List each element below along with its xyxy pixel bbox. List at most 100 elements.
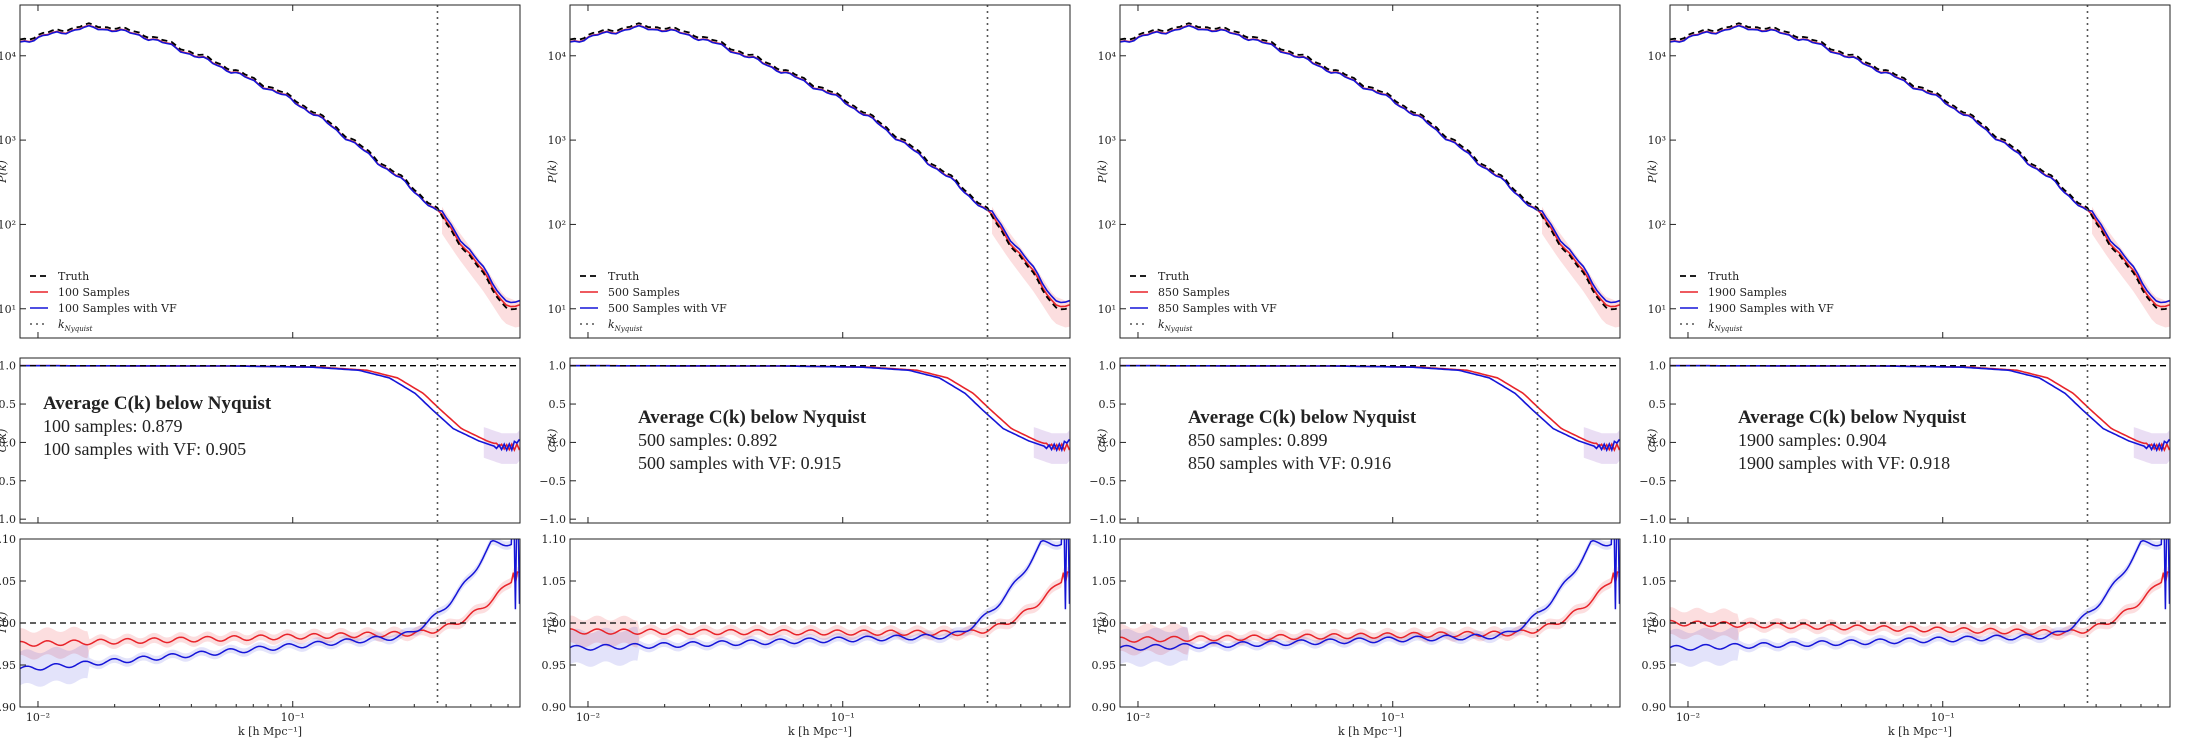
transfer-ytick-label: 1.00 (1642, 617, 1667, 630)
transfer-xtick-label: 10⁻¹ (281, 711, 305, 724)
samples-line (1120, 570, 1620, 643)
x-axis-label: k [h Mpc⁻¹] (1338, 725, 1402, 738)
truth-line (1670, 22, 2170, 311)
correlation-frame (1119, 357, 1621, 524)
transfer-ytick-label: 1.05 (0, 575, 16, 588)
power-ytick-label: 10¹ (548, 303, 566, 316)
correlation-panel: 1.0 0.5 0.0 −0.5 −1.0 C(k) Average C(k) below … (1089, 357, 1621, 526)
transfer-ytick-label: 1.05 (542, 575, 567, 588)
samples-spread-band (1120, 566, 1620, 656)
power-panel: 10¹ 10² 10³ 10⁴ P(k) Truth 1900 Samples 1900 Sa… (1646, 4, 2171, 339)
power-frame (569, 4, 1071, 339)
transfer-curves (1670, 539, 2170, 667)
annotation-line-samples: 500 samples: 0.892 (638, 430, 778, 450)
legend-subscript: Nyquist (1714, 325, 1743, 333)
legend-label: Truth (1708, 270, 1739, 283)
power-ytick-label: 10¹ (1648, 303, 1666, 316)
transfer-ytick-label: 1.10 (1092, 533, 1117, 546)
power-panel: 10¹ 10² 10³ 10⁴ P(k) Truth 100 Samples 100 Samp… (0, 4, 521, 339)
power-ytick-label: 10⁴ (548, 50, 567, 63)
legend-label: Truth (608, 270, 639, 283)
transfer-ytick-label: 1.00 (0, 617, 16, 630)
transfer-ytick-label: 1.10 (542, 533, 567, 546)
transfer-ylabel: T(k) (1646, 612, 1659, 635)
transfer-ytick-label: 0.95 (0, 659, 16, 672)
transfer-ytick-label: 1.10 (1642, 533, 1667, 546)
correlation-ytick-label: 1.0 (549, 360, 567, 373)
correlation-ytick-label: 0.0 (549, 436, 567, 449)
power-ytick-label: 10⁴ (1098, 50, 1117, 63)
legend-label: kNyquist (608, 318, 643, 333)
correlation-ylabel: C(k) (546, 429, 559, 453)
correlation-ytick-label: 1.0 (1649, 360, 1667, 373)
annotation-line-samples: 1900 samples: 0.904 (1738, 430, 1887, 450)
power-ytick-label: 10³ (1098, 134, 1116, 147)
power-ytick-label: 10³ (0, 134, 16, 147)
annotation-title: Average C(k) below Nyquist (1188, 407, 1417, 428)
transfer-ytick-label: 1.05 (1092, 575, 1117, 588)
legend-label: 500 Samples with VF (608, 302, 727, 315)
legend-subscript: Nyquist (64, 325, 93, 333)
samples-line (1120, 24, 1620, 308)
power-ytick-label: 10² (0, 218, 16, 231)
correlation-frame (1669, 357, 2171, 524)
transfer-xtick-label: 10⁻² (576, 711, 600, 724)
transfer-panel: 1.10 1.05 1.00 0.95 0.90 10⁻² 10⁻¹ T(k) k [h Mpc… (542, 533, 1071, 738)
correlation-panel: 1.0 0.5 0.0 −0.5 −1.0 C(k) Average C(k) below … (0, 357, 521, 526)
power-ylabel: P(k) (1096, 160, 1109, 184)
samples-line (20, 570, 520, 647)
power-panel: 10¹ 10² 10³ 10⁴ P(k) Truth 500 Samples 500 Samp… (546, 4, 1071, 339)
transfer-ylabel: T(k) (546, 612, 559, 635)
power-ytick-label: 10³ (548, 134, 566, 147)
correlation-ytick-label: 0.5 (0, 398, 16, 411)
transfer-ytick-label: 1.05 (1642, 575, 1667, 588)
legend-label: 1900 Samples (1708, 286, 1787, 299)
transfer-panel: 1.10 1.05 1.00 0.95 0.90 10⁻² 10⁻¹ T(k) k [h Mpc… (1642, 533, 2171, 738)
correlation-ylabel: C(k) (0, 429, 9, 453)
legend-subscript: Nyquist (614, 325, 643, 333)
correlation-ytick-label: 0.0 (1649, 436, 1667, 449)
annotation-title: Average C(k) below Nyquist (1738, 407, 1967, 428)
annotation-title: Average C(k) below Nyquist (638, 407, 867, 428)
transfer-ylabel: T(k) (1096, 612, 1109, 635)
correlation-ytick-label: 0.5 (1099, 398, 1117, 411)
annotation-line-samples: 100 samples: 0.879 (43, 416, 183, 436)
power-ytick-label: 10⁴ (1648, 50, 1667, 63)
legend-label: Truth (1158, 270, 1189, 283)
power-curves (1670, 22, 2170, 328)
transfer-ytick-label: 0.90 (1642, 701, 1667, 714)
transfer-ytick-label: 0.95 (1092, 659, 1117, 672)
transfer-xtick-label: 10⁻¹ (831, 711, 855, 724)
power-frame (19, 4, 521, 339)
legend-subscript: Nyquist (1164, 325, 1193, 333)
power-ytick-label: 10² (1098, 218, 1116, 231)
correlation-frame (569, 357, 1071, 524)
legend-label: 850 Samples with VF (1158, 302, 1277, 315)
power-curves (570, 22, 1070, 328)
legend-label: kNyquist (58, 318, 93, 333)
samples-vf-spread-band (20, 539, 520, 687)
transfer-curves (570, 539, 1070, 667)
transfer-curves (20, 539, 520, 687)
correlation-ytick-label: 0.0 (1099, 436, 1117, 449)
legend-label: kNyquist (1158, 318, 1193, 333)
annotation-line-samples-vf: 100 samples with VF: 0.905 (43, 439, 246, 459)
chart-column-2: 10¹ 10² 10³ 10⁴ P(k) Truth 500 Samples 500 Samp… (539, 4, 1071, 738)
samples-vf-line (20, 24, 520, 304)
transfer-panel: 1.10 1.05 1.00 0.95 0.90 10⁻² 10⁻¹ T(k) k [h Mpc… (1092, 533, 1621, 738)
legend-label: 850 Samples (1158, 286, 1230, 299)
samples-vf-line (1120, 24, 1620, 304)
transfer-xtick-label: 10⁻² (1126, 711, 1150, 724)
samples-spread-band (1670, 566, 2170, 641)
correlation-ylabel: C(k) (1096, 429, 1109, 453)
transfer-xtick-label: 10⁻¹ (1931, 711, 1955, 724)
annotation-title: Average C(k) below Nyquist (43, 393, 272, 414)
annotation-line-samples-vf: 500 samples with VF: 0.915 (638, 453, 841, 473)
x-axis-label: k [h Mpc⁻¹] (238, 725, 302, 738)
power-curves (20, 22, 520, 328)
samples-line (570, 24, 1070, 308)
correlation-ytick-label: −1.0 (1639, 513, 1666, 526)
legend-label: Truth (58, 270, 89, 283)
